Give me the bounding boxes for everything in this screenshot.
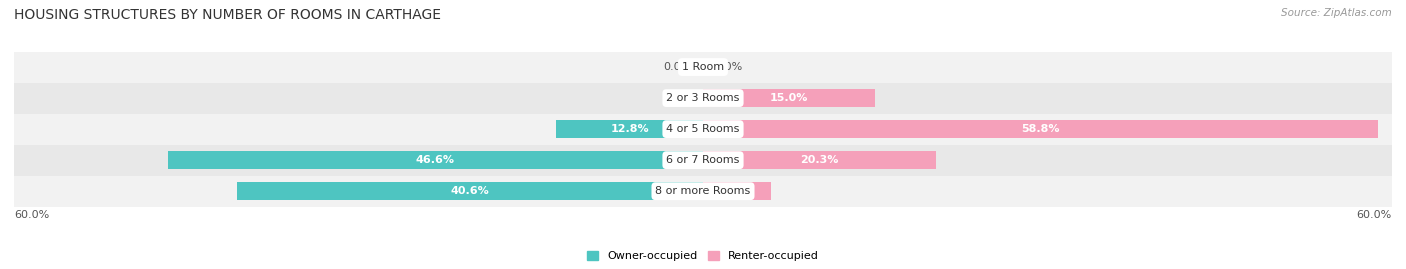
Text: 0.0%: 0.0%	[714, 62, 742, 72]
Text: HOUSING STRUCTURES BY NUMBER OF ROOMS IN CARTHAGE: HOUSING STRUCTURES BY NUMBER OF ROOMS IN…	[14, 8, 441, 22]
Bar	[555, 120, 703, 138]
Text: Source: ZipAtlas.com: Source: ZipAtlas.com	[1281, 8, 1392, 18]
Text: 6 or 7 Rooms: 6 or 7 Rooms	[666, 155, 740, 165]
Text: 15.0%: 15.0%	[770, 93, 808, 103]
Text: 8 or more Rooms: 8 or more Rooms	[655, 186, 751, 196]
Text: 60.0%: 60.0%	[1357, 210, 1392, 220]
Text: 60.0%: 60.0%	[14, 210, 49, 220]
Bar	[703, 120, 1378, 138]
Bar	[14, 83, 1392, 114]
Text: 0.0%: 0.0%	[664, 93, 692, 103]
Bar	[14, 114, 1392, 145]
Bar	[703, 182, 770, 200]
Bar	[14, 176, 1392, 207]
Bar	[14, 52, 1392, 83]
Text: 0.0%: 0.0%	[664, 62, 692, 72]
Text: 1 Room: 1 Room	[682, 62, 724, 72]
Bar	[236, 182, 703, 200]
Text: 12.8%: 12.8%	[610, 124, 648, 134]
Legend: Owner-occupied, Renter-occupied: Owner-occupied, Renter-occupied	[582, 246, 824, 266]
Bar	[703, 151, 936, 169]
Text: 4 or 5 Rooms: 4 or 5 Rooms	[666, 124, 740, 134]
Text: 40.6%: 40.6%	[450, 186, 489, 196]
Text: 20.3%: 20.3%	[800, 155, 839, 165]
Text: 2 or 3 Rooms: 2 or 3 Rooms	[666, 93, 740, 103]
Text: 46.6%: 46.6%	[416, 155, 456, 165]
Text: 58.8%: 58.8%	[1021, 124, 1060, 134]
Bar	[14, 145, 1392, 176]
Bar	[167, 151, 703, 169]
Bar	[703, 89, 875, 107]
Text: 5.9%: 5.9%	[721, 186, 752, 196]
